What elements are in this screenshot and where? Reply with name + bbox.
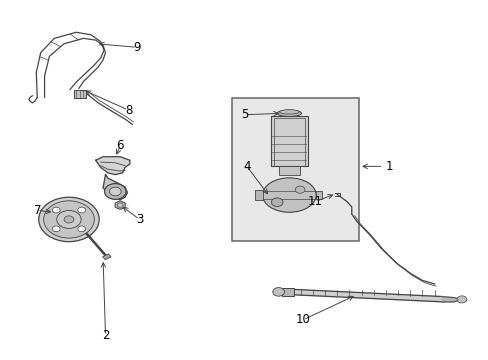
Circle shape [272, 288, 284, 296]
Text: 11: 11 [307, 195, 322, 208]
Polygon shape [441, 297, 461, 302]
Bar [232, 98, 358, 241]
Circle shape [78, 207, 85, 213]
Text: 5: 5 [240, 108, 248, 121]
Text: 4: 4 [243, 160, 250, 173]
Circle shape [456, 296, 466, 303]
Text: 3: 3 [136, 213, 143, 226]
Circle shape [295, 186, 305, 193]
Circle shape [271, 198, 283, 207]
Bar [74, 90, 86, 98]
Bar [270, 116, 307, 166]
Bar [278, 166, 300, 175]
Polygon shape [103, 175, 127, 200]
Polygon shape [102, 254, 111, 260]
Text: 10: 10 [295, 313, 310, 327]
Text: 9: 9 [133, 41, 141, 54]
Text: 7: 7 [34, 204, 41, 217]
Circle shape [39, 197, 99, 242]
Text: 6: 6 [116, 139, 123, 152]
Circle shape [43, 201, 94, 238]
Circle shape [104, 184, 126, 199]
Text: 1: 1 [385, 160, 393, 173]
Circle shape [57, 211, 81, 228]
Text: 2: 2 [102, 329, 109, 342]
Ellipse shape [262, 178, 316, 212]
Circle shape [78, 226, 85, 232]
Text: 8: 8 [124, 104, 132, 117]
Polygon shape [293, 289, 444, 302]
Bar [273, 118, 305, 166]
Ellipse shape [279, 110, 299, 114]
Polygon shape [115, 201, 125, 210]
Circle shape [64, 216, 74, 223]
Circle shape [52, 226, 60, 232]
Ellipse shape [277, 110, 301, 117]
Circle shape [117, 203, 123, 207]
Circle shape [52, 207, 60, 213]
Bar [255, 190, 262, 201]
Bar [316, 191, 322, 199]
Circle shape [109, 187, 121, 196]
Polygon shape [96, 157, 130, 175]
Bar [282, 288, 294, 296]
